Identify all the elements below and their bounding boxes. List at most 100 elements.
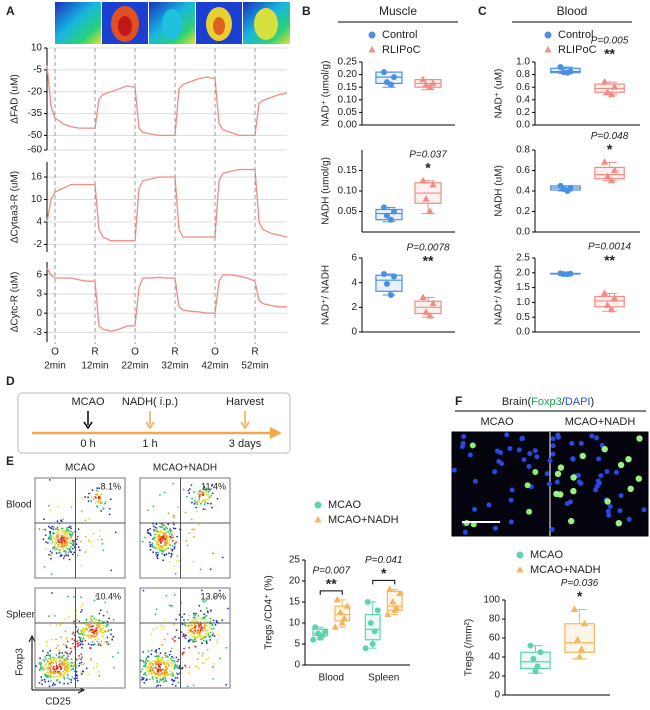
panel-label: A (6, 4, 15, 18)
flow-event (79, 636, 82, 639)
flow-event (70, 530, 72, 533)
flow-event (167, 531, 170, 533)
flow-event (72, 642, 74, 645)
flow-event (188, 614, 191, 617)
flow-event (75, 666, 78, 669)
stars: * (425, 159, 431, 175)
flow-event (177, 681, 180, 684)
flow-event (63, 663, 66, 665)
flow-event (70, 679, 73, 681)
flow-event (208, 636, 211, 639)
flow-event (175, 629, 178, 631)
flow-event (200, 501, 203, 503)
flow-event (149, 664, 152, 667)
dapi-cell (594, 435, 599, 441)
flow-event (178, 637, 180, 640)
flow-event (47, 537, 50, 540)
flow-event (181, 666, 184, 669)
flow-event (202, 508, 205, 510)
y-tick-label: 100 (483, 595, 500, 606)
flow-event (60, 662, 62, 665)
stars: ** (326, 576, 337, 592)
flow-event (44, 680, 47, 683)
flow-event (66, 669, 69, 672)
flow-event (142, 659, 145, 662)
flow-event (82, 637, 85, 640)
flow-event (110, 569, 112, 572)
flow-event (81, 631, 84, 634)
flow-row: Blood (6, 500, 32, 511)
flow-event (75, 619, 78, 622)
flow-event (147, 650, 150, 653)
flow-event (62, 544, 65, 547)
flow-event (168, 604, 171, 607)
data-point (600, 289, 609, 297)
flow-event (96, 505, 98, 508)
flow-event (101, 631, 104, 634)
flow-event (82, 634, 85, 637)
gate-percent: 13.9% (200, 591, 226, 601)
flow-event (212, 666, 215, 669)
flow-event (145, 674, 148, 676)
x-tick-label: 22min (121, 361, 148, 372)
flow-event (55, 667, 58, 669)
significance-bracket (372, 579, 396, 585)
flow-event (56, 679, 58, 682)
flow-event (93, 599, 96, 602)
flow-event (184, 664, 187, 667)
flow-event (71, 676, 74, 678)
phase-label: O (211, 347, 219, 358)
flow-event (217, 634, 220, 636)
legend-label: MCAO (530, 549, 563, 561)
data-point (534, 663, 541, 670)
flow-event (142, 678, 145, 681)
dapi-cell (598, 473, 604, 479)
flow-event (168, 663, 171, 666)
flow-event (198, 501, 200, 503)
y-tick-label: 4 (36, 217, 42, 228)
flow-event (180, 631, 183, 633)
flow-event (199, 610, 202, 612)
flow-event (95, 618, 97, 621)
flow-event (212, 627, 215, 630)
flow-event (39, 661, 41, 664)
data-point (426, 311, 434, 319)
flow-event (183, 619, 185, 621)
flow-event (109, 498, 112, 501)
flow-event (94, 501, 97, 504)
flow-event (206, 648, 209, 651)
flow-event (78, 620, 81, 623)
flow-event (202, 488, 205, 490)
flow-event (178, 560, 181, 563)
data-point (374, 607, 381, 614)
flow-event (201, 642, 203, 645)
flow-event (195, 506, 198, 509)
flow-event (204, 627, 206, 630)
legend-label: MCAO (328, 499, 361, 511)
flow-event (96, 640, 99, 643)
flow-event (208, 627, 211, 630)
data-point (610, 83, 619, 90)
flow-event (213, 635, 216, 637)
flow-event (155, 533, 157, 536)
flow-event (154, 547, 157, 550)
flow-event (52, 656, 54, 659)
flow-event (171, 544, 174, 547)
flow-event (50, 557, 52, 560)
flow-event (216, 497, 219, 500)
x-tick-label: Blood (318, 673, 344, 684)
flow-event (164, 537, 167, 539)
flow-event (192, 640, 195, 643)
flow-event (63, 555, 66, 557)
flow-event (176, 535, 179, 538)
flow-event (55, 532, 57, 535)
flow-event (70, 658, 73, 661)
dapi-cell (507, 446, 513, 451)
flow-event (107, 628, 110, 631)
flow-event (152, 525, 155, 528)
flow-event (43, 668, 46, 671)
flow-event (82, 663, 85, 665)
flow-event (155, 685, 158, 688)
flow-event (65, 537, 68, 539)
flow-event (176, 677, 179, 679)
